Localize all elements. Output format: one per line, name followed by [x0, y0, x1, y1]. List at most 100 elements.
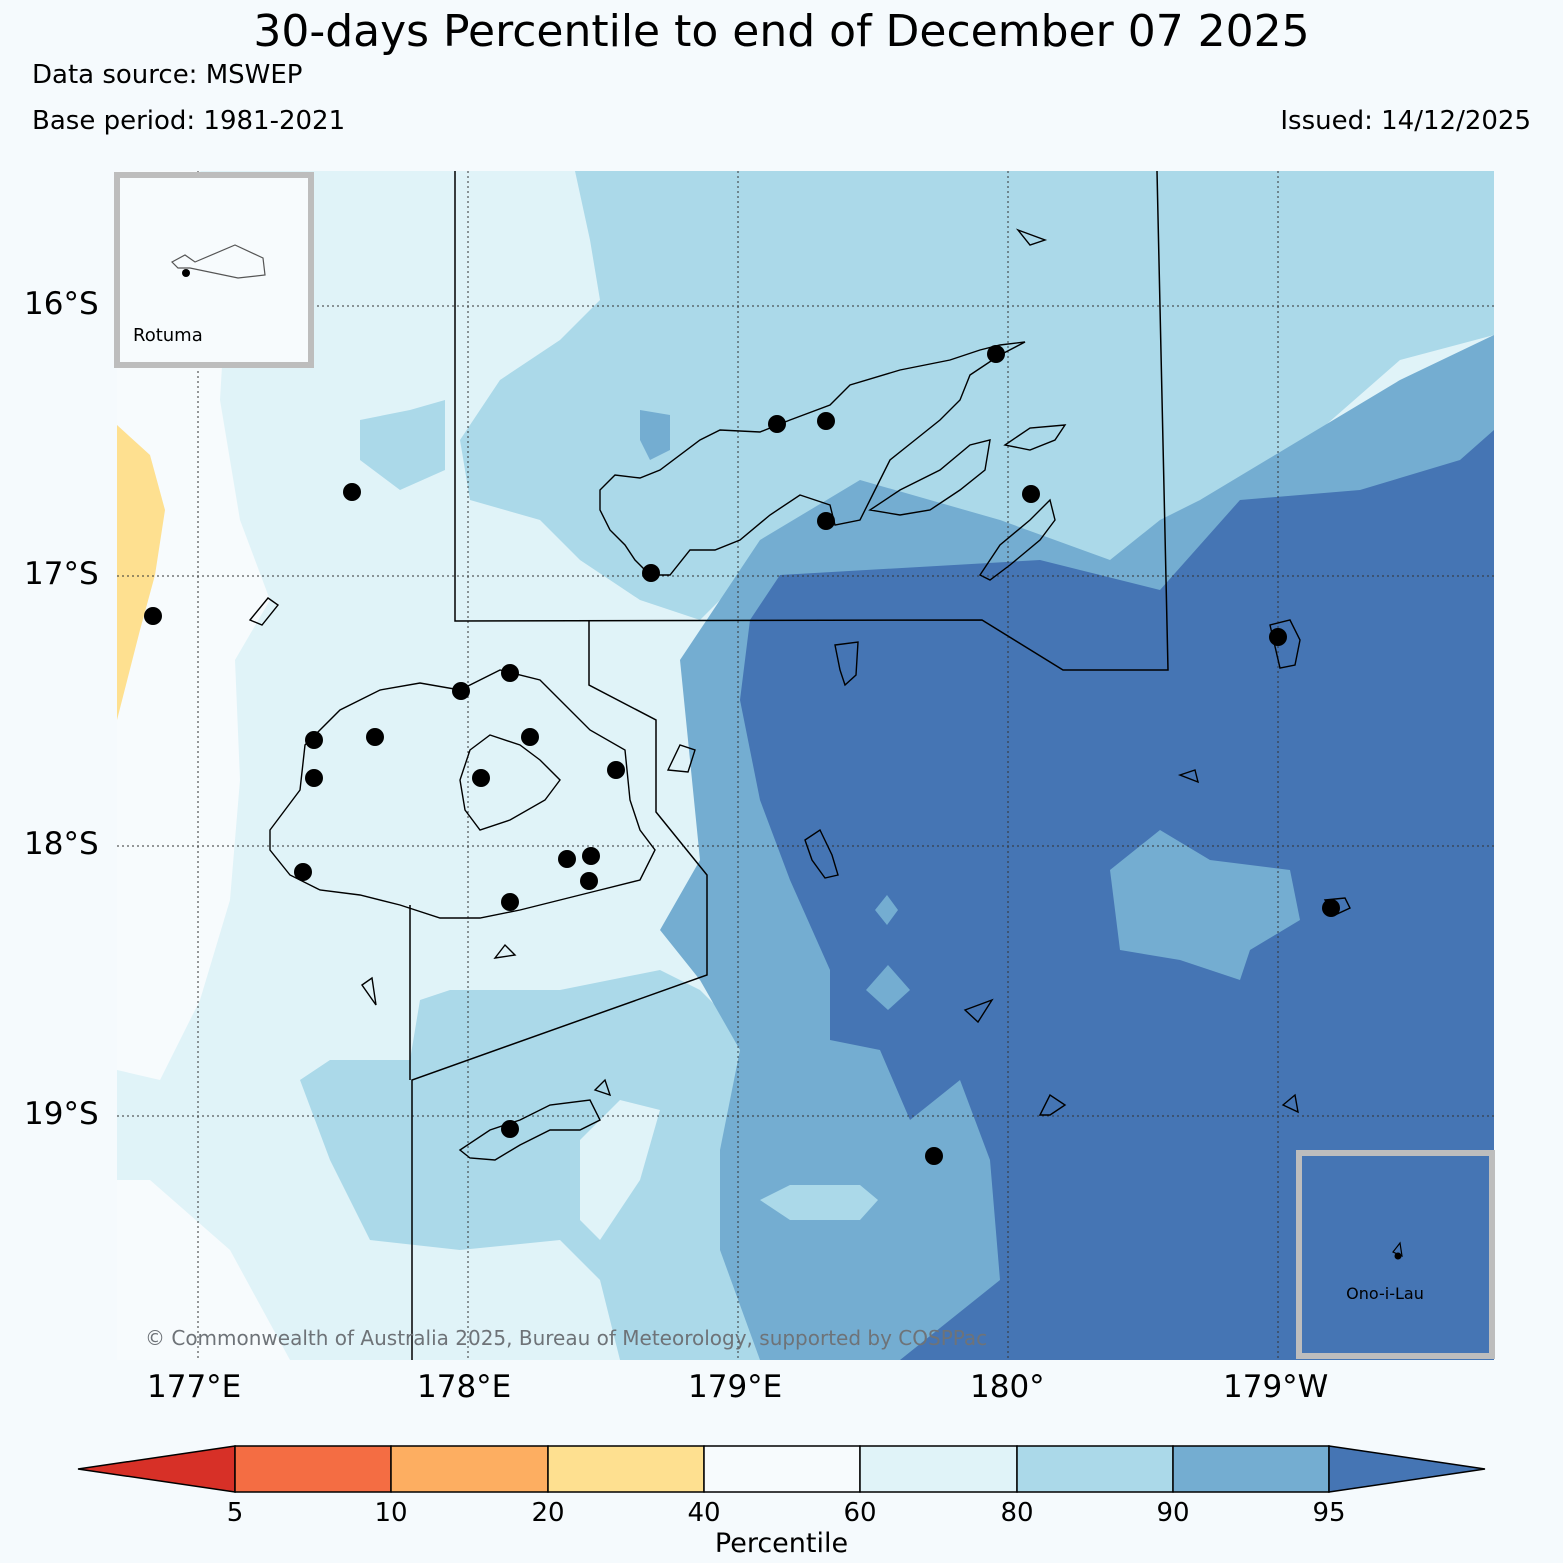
- viti-levu-north-coast: [599, 341, 1026, 576]
- island-matuku: [963, 998, 994, 1024]
- station-marker: [1022, 485, 1040, 503]
- graticule: [117, 171, 1494, 1360]
- fill-90-95-diamond-small: [875, 895, 898, 925]
- lon-tick-label: 180°: [970, 1369, 1045, 1405]
- issued-date-text: Issued: 14/12/2025: [1280, 106, 1531, 136]
- fill-40-60-southwest: [117, 1180, 290, 1360]
- station-marker: [925, 1147, 943, 1165]
- station-marker: [642, 564, 660, 582]
- colorbar-tick-label: 5: [226, 1498, 244, 1528]
- rotuma-inset-label: Rotuma: [133, 325, 203, 346]
- fill-90-95-diamond: [866, 965, 910, 1010]
- ono-island: [593, 1078, 612, 1097]
- colorbar: [77, 1445, 1486, 1493]
- island-kabara: [1281, 1093, 1299, 1114]
- station-marker: [607, 761, 625, 779]
- lon-tick-label: 177°E: [147, 1369, 242, 1405]
- station-marker: [817, 512, 835, 530]
- lat-tick-label: 18°S: [24, 826, 99, 862]
- station-marker: [987, 345, 1005, 363]
- vatulele-island: [361, 976, 377, 1006]
- station-marker: [1322, 899, 1340, 917]
- rotuma-inset: Rotuma: [114, 172, 314, 368]
- island-koro: [666, 744, 696, 773]
- map-title: 30-days Percentile to end of December 07…: [253, 6, 1310, 57]
- fill-40-60-west: [117, 171, 270, 1080]
- colorbar-segment-80-90: [1016, 1445, 1174, 1493]
- base-period-text: Base period: 1981-2021: [32, 106, 346, 136]
- yasawa-island: [248, 597, 280, 626]
- data-source-text: Data source: MSWEP: [32, 60, 303, 90]
- division-boundaries: [409, 170, 1169, 1360]
- colorbar-tick-label: 80: [1000, 1498, 1034, 1528]
- station-markers: [144, 345, 1340, 1165]
- fill-80-90-south: [300, 970, 760, 1360]
- fill-80-90-west-patch: [360, 400, 445, 490]
- viti-levu-interior: [459, 734, 561, 831]
- colorbar-segment-40-60: [703, 1445, 861, 1493]
- ono-i-lau-inset: Ono-i-Lau: [1296, 1150, 1495, 1359]
- fill-80-90-north: [460, 171, 1494, 620]
- lau-island-1: [834, 641, 859, 687]
- fill-60-80-south-patch: [580, 1100, 660, 1240]
- small-island-north: [1003, 424, 1067, 451]
- station-marker: [817, 412, 835, 430]
- island-vanua-balavu: [1269, 619, 1301, 669]
- station-marker: [305, 731, 323, 749]
- station-marker: [452, 682, 470, 700]
- ono-i-lau-station-marker: [1394, 1252, 1402, 1260]
- fill-20-40-west-edge: [117, 425, 165, 720]
- colorbar-segment-5-10: [234, 1445, 392, 1493]
- taveuni-island: [978, 498, 1056, 581]
- station-marker: [294, 863, 312, 881]
- station-marker: [580, 872, 598, 890]
- lat-tick-label: 19°S: [24, 1096, 99, 1132]
- fill-80-90-south-patch: [760, 1185, 878, 1220]
- island-totoya: [1038, 1093, 1067, 1116]
- colorbar-tick-label: 90: [1156, 1498, 1190, 1528]
- colorbar-tick-label: 10: [374, 1498, 408, 1528]
- station-marker: [305, 769, 323, 787]
- fill-90-95-small-patch: [640, 410, 670, 460]
- lat-tick-label: 16°S: [24, 286, 99, 322]
- colorbar-segment-20-40: [547, 1445, 705, 1493]
- vanua-levu-east: [868, 439, 991, 516]
- colorbar-segment-above-95: [1328, 1445, 1486, 1493]
- rotuma-coastline: [171, 244, 266, 279]
- lau-island-2: [804, 828, 839, 879]
- station-marker: [501, 893, 519, 911]
- station-marker: [501, 1120, 519, 1138]
- colorbar-segment-60-80: [859, 1445, 1018, 1493]
- station-marker: [582, 847, 600, 865]
- colorbar-tick-label: 40: [687, 1498, 721, 1528]
- lat-tick-label: 17°S: [24, 556, 99, 592]
- rotuma-station-marker: [182, 269, 190, 277]
- station-marker: [472, 769, 490, 787]
- colorbar-title: Percentile: [714, 1528, 849, 1559]
- station-marker: [1269, 628, 1287, 646]
- lon-tick-label: 179°W: [1223, 1369, 1329, 1405]
- island-moala: [1177, 769, 1200, 784]
- viti-levu-coastline: [269, 669, 656, 919]
- station-marker: [558, 850, 576, 868]
- colorbar-segment-below-5: [77, 1445, 236, 1493]
- copyright-text: © Commonwealth of Australia 2025, Bureau…: [145, 1326, 987, 1350]
- ono-i-lau-inset-label: Ono-i-Lau: [1346, 1284, 1424, 1303]
- colorbar-tick-label: 60: [843, 1498, 877, 1528]
- small-island-ring: [1015, 228, 1048, 246]
- colorbar-tick-label: 20: [531, 1498, 565, 1528]
- island-coastlines: [248, 228, 1351, 1161]
- station-marker: [343, 483, 361, 501]
- beqa-island: [493, 943, 517, 959]
- percentile-fill-layer: [117, 171, 1494, 1360]
- station-marker: [768, 415, 786, 433]
- station-marker: [366, 728, 384, 746]
- fill-90-95-east-patch: [1110, 830, 1300, 980]
- station-marker: [144, 607, 162, 625]
- colorbar-segment-10-20: [390, 1445, 549, 1493]
- lon-tick-label: 179°E: [688, 1369, 783, 1405]
- lon-tick-label: 178°E: [417, 1369, 512, 1405]
- station-marker: [521, 728, 539, 746]
- colorbar-segment-90-95: [1172, 1445, 1330, 1493]
